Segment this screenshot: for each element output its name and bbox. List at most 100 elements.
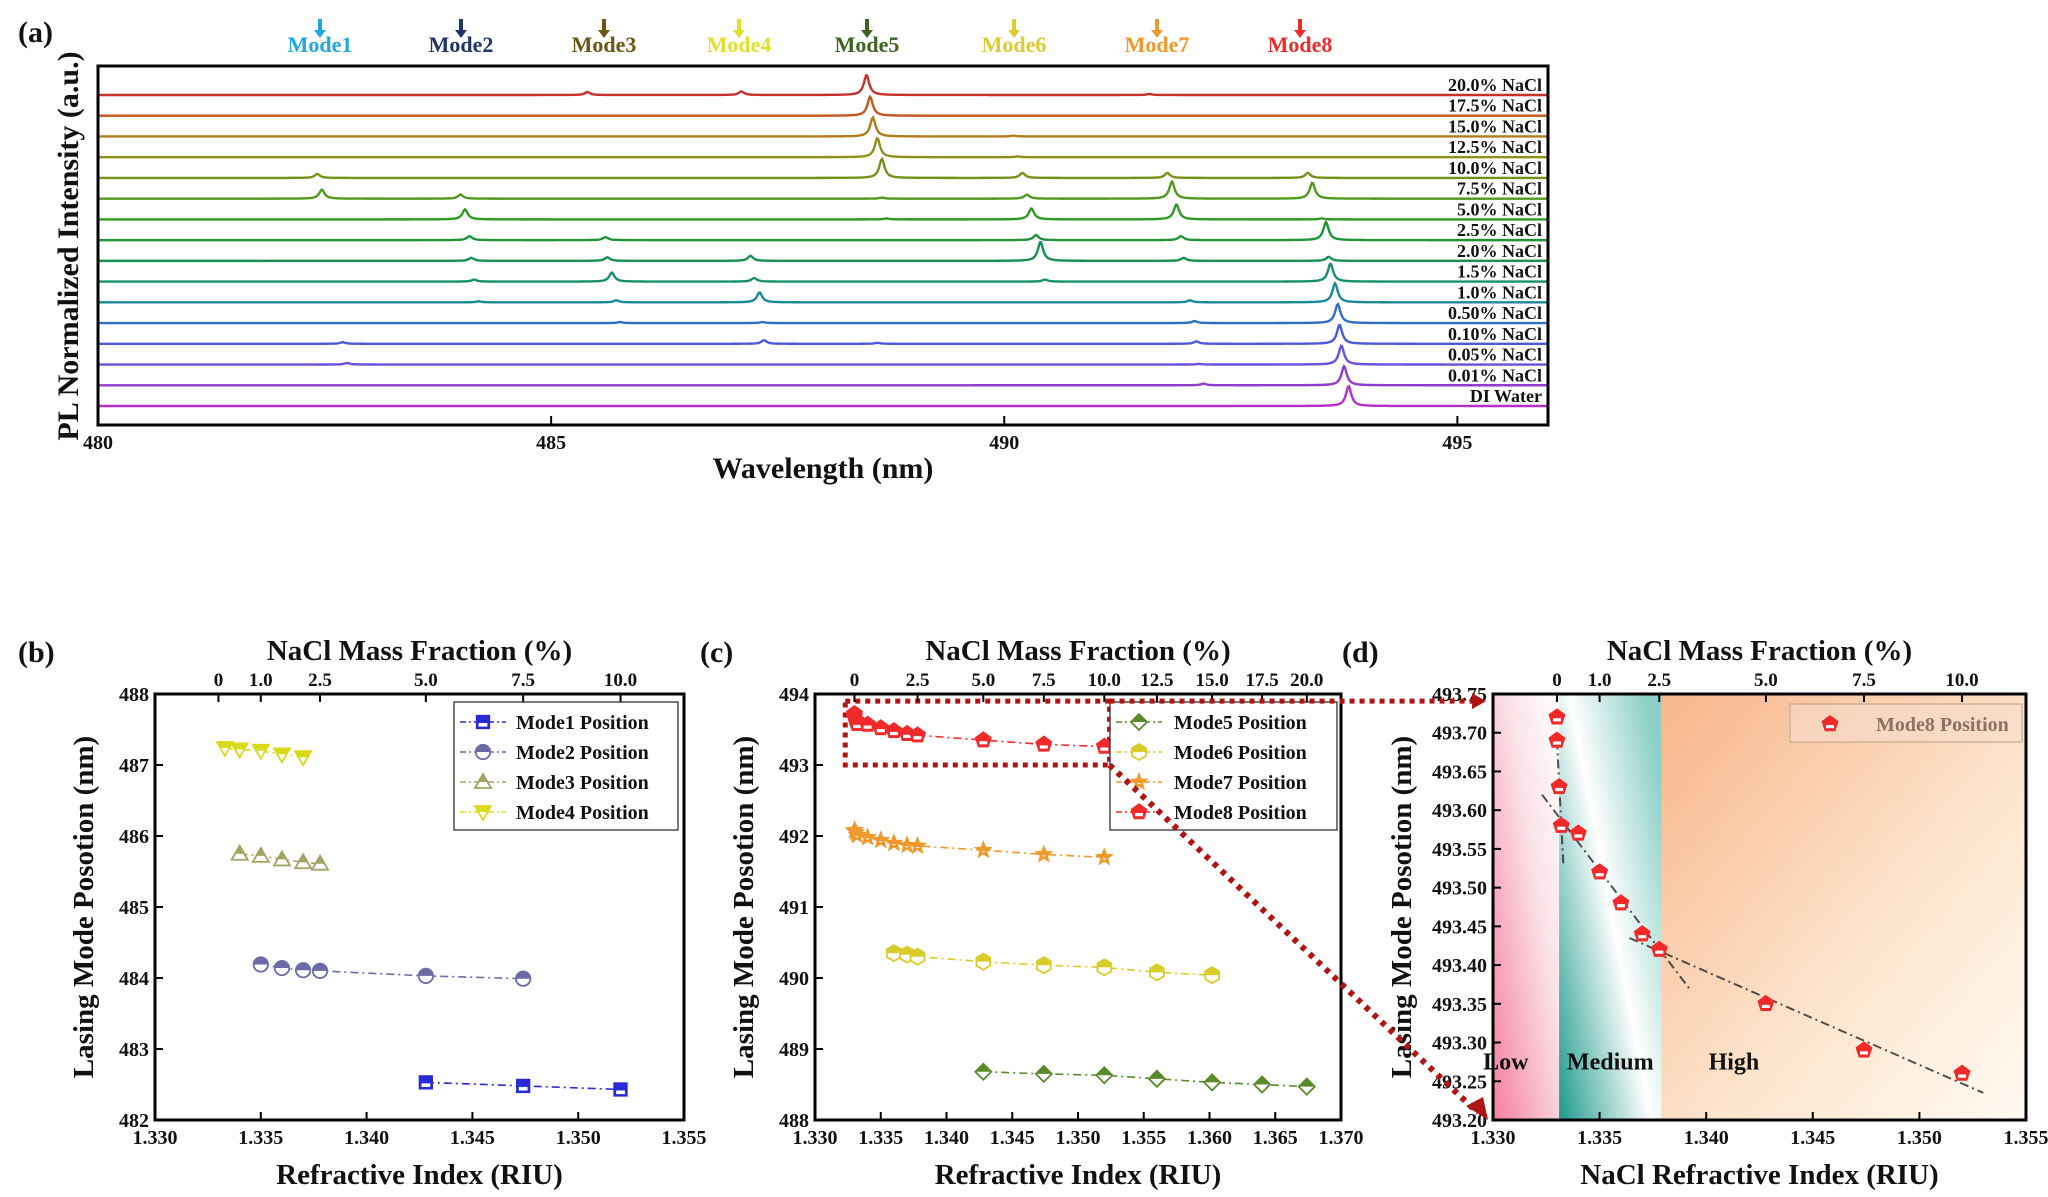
mode-arrow-head bbox=[1151, 30, 1163, 38]
marker-star bbox=[871, 830, 891, 849]
y-tick-label: 487 bbox=[119, 755, 149, 777]
top-tick-label: 10.0 bbox=[1945, 670, 1978, 691]
legend-label: Mode8 Position bbox=[1876, 714, 2009, 736]
x-axis-title: Refractive Index (RIU) bbox=[276, 1159, 563, 1191]
x-tick-label: 1.355 bbox=[662, 1127, 707, 1149]
x-tick-label: 1.350 bbox=[1056, 1127, 1101, 1149]
marker-triangle-half bbox=[475, 806, 491, 812]
marker-triangle-half bbox=[478, 774, 488, 782]
marker-hexagon-half bbox=[1132, 744, 1146, 752]
top-tick-label: 0 bbox=[850, 670, 860, 691]
y-tick-label: 483 bbox=[119, 1039, 149, 1061]
y-tick-label: 493.40 bbox=[1432, 955, 1487, 977]
top-tick-label: 0 bbox=[1552, 670, 1562, 691]
marker-star-split bbox=[904, 846, 910, 848]
y-tick-label: 490 bbox=[779, 968, 809, 990]
marker-star bbox=[1129, 771, 1149, 791]
y-tick-label: 493.35 bbox=[1432, 994, 1487, 1016]
x-axis-title: NaCl Refractive Index (RIU) bbox=[1580, 1159, 1938, 1191]
mode-arrow-head bbox=[455, 30, 467, 38]
marker-star-split bbox=[891, 844, 897, 846]
legend-label: Mode3 Position bbox=[516, 772, 649, 794]
spectrum-line bbox=[99, 280, 1547, 304]
marker-hexagon-half bbox=[1205, 967, 1220, 976]
marker-circle-half bbox=[475, 744, 491, 752]
series-line bbox=[893, 952, 1213, 976]
marker-pentagon-split bbox=[863, 725, 872, 729]
spectrum-label: 7.5% NaCl bbox=[1457, 179, 1542, 199]
spectrum-line bbox=[99, 241, 1547, 263]
x-tick-label: 1.330 bbox=[793, 1127, 838, 1149]
x-tick-label: 1.345 bbox=[450, 1127, 495, 1149]
marker-triangle-half bbox=[277, 851, 287, 860]
spectrum-label: 20.0% NaCl bbox=[1448, 75, 1542, 95]
marker-hexagon-half bbox=[910, 948, 925, 957]
panel-label-c: (c) bbox=[700, 636, 733, 669]
region-medium bbox=[1559, 694, 1662, 1120]
mode-arrow-head bbox=[1294, 30, 1306, 38]
y-tick-label: 493.55 bbox=[1432, 839, 1487, 861]
panel-label-b: (b) bbox=[18, 636, 55, 669]
marker-star-split bbox=[980, 851, 986, 853]
marker-triangle-half bbox=[216, 741, 233, 748]
marker-star bbox=[973, 840, 993, 859]
marker-pentagon-split bbox=[876, 729, 885, 733]
x-tick-label: 1.340 bbox=[924, 1127, 969, 1149]
marker-star-split bbox=[1101, 858, 1107, 860]
fit-line bbox=[1629, 937, 1984, 1094]
spectrum-line bbox=[99, 262, 1547, 283]
y-tick-label: 493.25 bbox=[1432, 1071, 1487, 1093]
marker-diamond-half bbox=[1204, 1074, 1221, 1083]
top-tick-label: 5.0 bbox=[1754, 670, 1778, 691]
marker-fill-split bbox=[518, 1086, 528, 1091]
zoom-region-box bbox=[842, 698, 1113, 768]
y-tick-label: 493 bbox=[779, 755, 809, 777]
region-label: High bbox=[1709, 1050, 1760, 1076]
y-tick-label: 493.30 bbox=[1432, 1033, 1487, 1055]
x-tick-label: 1.360 bbox=[1187, 1127, 1232, 1149]
marker-star bbox=[907, 835, 928, 855]
mode-label: Mode4 bbox=[707, 32, 772, 57]
region-label: Medium bbox=[1567, 1050, 1654, 1076]
y-tick-label: 485 bbox=[119, 897, 149, 919]
spectrum-line bbox=[99, 323, 1547, 345]
marker-circle-half bbox=[274, 960, 290, 969]
mode-arrow-head bbox=[314, 30, 326, 38]
marker-pentagon-split bbox=[1655, 950, 1664, 954]
top-tick-label: 15.0 bbox=[1196, 670, 1229, 691]
top-tick-label: 0 bbox=[214, 670, 224, 691]
spectrum-line bbox=[99, 344, 1547, 366]
spectrum-line bbox=[99, 302, 1547, 325]
panel-label-a: (a) bbox=[18, 16, 53, 49]
x-tick-label: 1.365 bbox=[1253, 1127, 1298, 1149]
marker-fill-split bbox=[421, 1083, 431, 1087]
top-axis-title: NaCl Mass Fraction (%) bbox=[267, 635, 572, 667]
marker-pentagon-split bbox=[1557, 826, 1566, 830]
marker-circle-half bbox=[312, 963, 328, 971]
marker-pentagon-split bbox=[889, 731, 898, 736]
spectrum-label: 0.05% NaCl bbox=[1448, 345, 1542, 365]
mode-label: Mode2 bbox=[429, 32, 494, 57]
marker-triangle-half bbox=[235, 845, 245, 854]
y-tick-label: 488 bbox=[119, 684, 149, 706]
y-axis-title: PL Normalized Intensity (a.u.) bbox=[52, 51, 85, 440]
y-tick-label: 493.50 bbox=[1432, 878, 1487, 900]
marker-hexagon-half bbox=[1036, 957, 1051, 966]
top-tick-label: 2.5 bbox=[1647, 670, 1671, 691]
spectrum-line bbox=[99, 384, 1547, 408]
x-tick-label: 485 bbox=[536, 432, 566, 454]
marker-fill-split bbox=[616, 1090, 625, 1095]
mode-arrow-head bbox=[598, 30, 610, 38]
marker-star bbox=[858, 827, 878, 846]
spectrum-line bbox=[99, 179, 1547, 200]
top-tick-label: 17.5 bbox=[1245, 670, 1278, 691]
marker-diamond-half bbox=[1148, 1070, 1165, 1079]
zoom-connector-overlay bbox=[1107, 693, 1488, 1120]
x-tick-label: 1.335 bbox=[238, 1127, 283, 1149]
top-tick-label: 20.0 bbox=[1290, 670, 1323, 691]
legend-label: Mode4 Position bbox=[516, 802, 649, 824]
spectrum-label: 0.01% NaCl bbox=[1448, 365, 1542, 385]
y-axis-title: Lasing Mode Posotion (nm) bbox=[68, 736, 100, 1078]
marker-pentagon-split bbox=[1039, 745, 1048, 749]
